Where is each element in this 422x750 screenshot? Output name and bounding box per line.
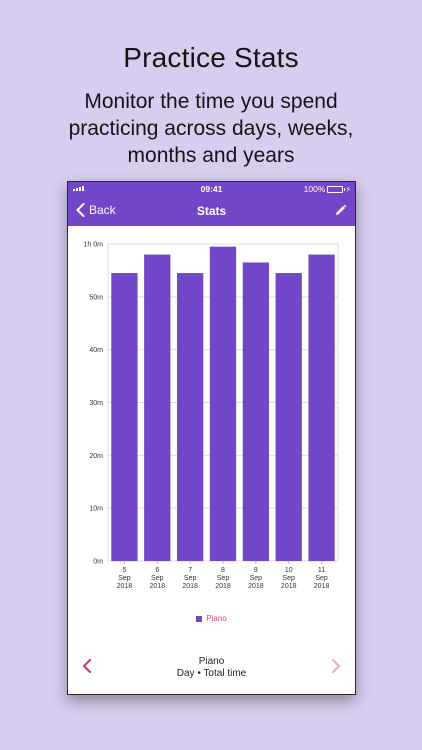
chart-bar: [242, 262, 269, 561]
x-tick-label: Sep: [250, 575, 263, 582]
chart-bar: [275, 273, 302, 561]
x-tick-label: 2018: [215, 583, 231, 590]
back-button[interactable]: Back: [76, 203, 116, 217]
pencil-icon: [336, 204, 347, 215]
back-button-label: Back: [89, 203, 116, 217]
chart-legend: Piano: [68, 614, 355, 623]
signal-icon: [73, 186, 84, 191]
x-tick-label: 8: [221, 567, 225, 574]
chevron-right-icon: [331, 658, 341, 674]
chart-bar: [144, 254, 171, 562]
battery-icon: [327, 185, 346, 193]
next-period-button[interactable]: [331, 658, 341, 679]
period-selector: Piano Day • Total time: [68, 654, 355, 684]
page-title: Stats: [196, 204, 227, 218]
x-tick-label: 2018: [281, 583, 297, 590]
x-tick-label: Sep: [184, 575, 197, 582]
x-tick-label: 5: [122, 567, 126, 574]
x-tick-label: Sep: [315, 575, 328, 582]
x-tick-label: 2018: [149, 583, 165, 590]
instrument-name: Piano: [198, 656, 225, 667]
x-tick-label: 11: [318, 567, 325, 574]
x-tick-label: 2018: [248, 583, 264, 590]
x-tick-label: 7: [188, 567, 192, 574]
y-tick-label: 50m: [89, 294, 103, 301]
x-tick-label: 2018: [314, 583, 330, 590]
navigation-bar: Back Stats: [68, 196, 355, 226]
y-tick-label: 30m: [89, 400, 103, 407]
x-tick-label: 2018: [117, 583, 133, 590]
screen-subheadline: Monitor the time you spend practicing ac…: [68, 90, 354, 167]
charging-icon: ⚡: [345, 184, 351, 194]
battery-indicator: 100% ⚡: [304, 184, 351, 194]
x-tick-label: Sep: [151, 575, 164, 582]
x-tick-label: Sep: [282, 575, 295, 582]
y-tick-label: 40m: [89, 347, 103, 354]
phone-frame: 09:41 100% ⚡ Back Stats 0m 10m 20m 30m 40m 50…: [67, 181, 356, 695]
chevron-left-icon: [82, 658, 92, 674]
y-tick-label: 20m: [89, 453, 103, 460]
chart-bar: [308, 254, 335, 562]
y-tick-label: 1h 0m: [84, 242, 104, 249]
y-tick-label: 0m: [93, 559, 103, 566]
y-tick-label: 10m: [89, 506, 103, 513]
x-tick-label: 9: [254, 567, 258, 574]
status-bar: 09:41 100% ⚡: [68, 182, 355, 196]
x-tick-label: Sep: [217, 575, 230, 582]
previous-period-button[interactable]: [82, 658, 92, 679]
x-tick-label: 2018: [182, 583, 198, 590]
chart-bar: [209, 246, 237, 561]
x-tick-label: Sep: [118, 575, 131, 582]
chart-bar: [177, 273, 204, 561]
x-tick-label: 10: [285, 567, 293, 574]
screen-headline: Practice Stats: [123, 42, 299, 73]
chart-bar: [111, 273, 138, 561]
period-description: Day • Total time: [176, 668, 247, 679]
chevron-left-icon: [76, 203, 85, 217]
legend-label: Piano: [206, 614, 227, 623]
battery-percentage: 100%: [303, 184, 326, 194]
status-time: 09:41: [200, 184, 223, 194]
legend-swatch: [196, 615, 203, 622]
x-tick-label: 6: [155, 567, 159, 574]
edit-button[interactable]: [334, 204, 347, 222]
